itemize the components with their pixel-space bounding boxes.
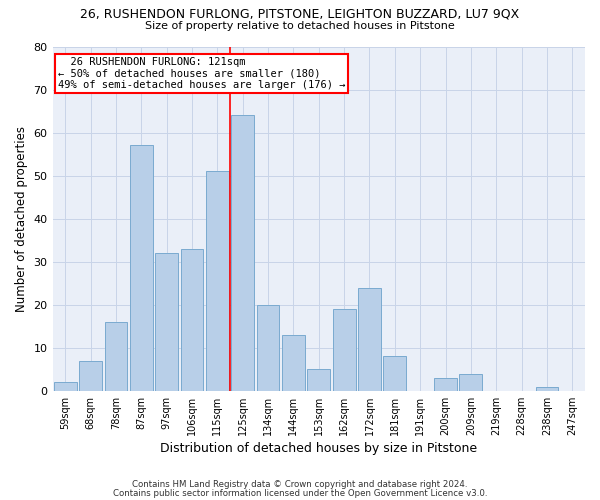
Text: 26 RUSHENDON FURLONG: 121sqm  
← 50% of detached houses are smaller (180)
49% of: 26 RUSHENDON FURLONG: 121sqm ← 50% of de…: [58, 57, 346, 90]
Bar: [434, 378, 457, 391]
Bar: [333, 309, 356, 391]
Bar: [54, 382, 77, 391]
Bar: [358, 288, 381, 391]
Bar: [130, 146, 152, 391]
Bar: [536, 386, 559, 391]
Text: Contains HM Land Registry data © Crown copyright and database right 2024.: Contains HM Land Registry data © Crown c…: [132, 480, 468, 489]
Y-axis label: Number of detached properties: Number of detached properties: [15, 126, 28, 312]
Text: Size of property relative to detached houses in Pitstone: Size of property relative to detached ho…: [145, 21, 455, 31]
X-axis label: Distribution of detached houses by size in Pitstone: Distribution of detached houses by size …: [160, 442, 478, 455]
Bar: [104, 322, 127, 391]
Bar: [231, 116, 254, 391]
Bar: [155, 253, 178, 391]
Bar: [206, 172, 229, 391]
Bar: [460, 374, 482, 391]
Text: 26, RUSHENDON FURLONG, PITSTONE, LEIGHTON BUZZARD, LU7 9QX: 26, RUSHENDON FURLONG, PITSTONE, LEIGHTO…: [80, 8, 520, 20]
Text: Contains public sector information licensed under the Open Government Licence v3: Contains public sector information licen…: [113, 490, 487, 498]
Bar: [282, 335, 305, 391]
Bar: [79, 360, 102, 391]
Bar: [257, 304, 280, 391]
Bar: [383, 356, 406, 391]
Bar: [307, 370, 330, 391]
Bar: [181, 249, 203, 391]
